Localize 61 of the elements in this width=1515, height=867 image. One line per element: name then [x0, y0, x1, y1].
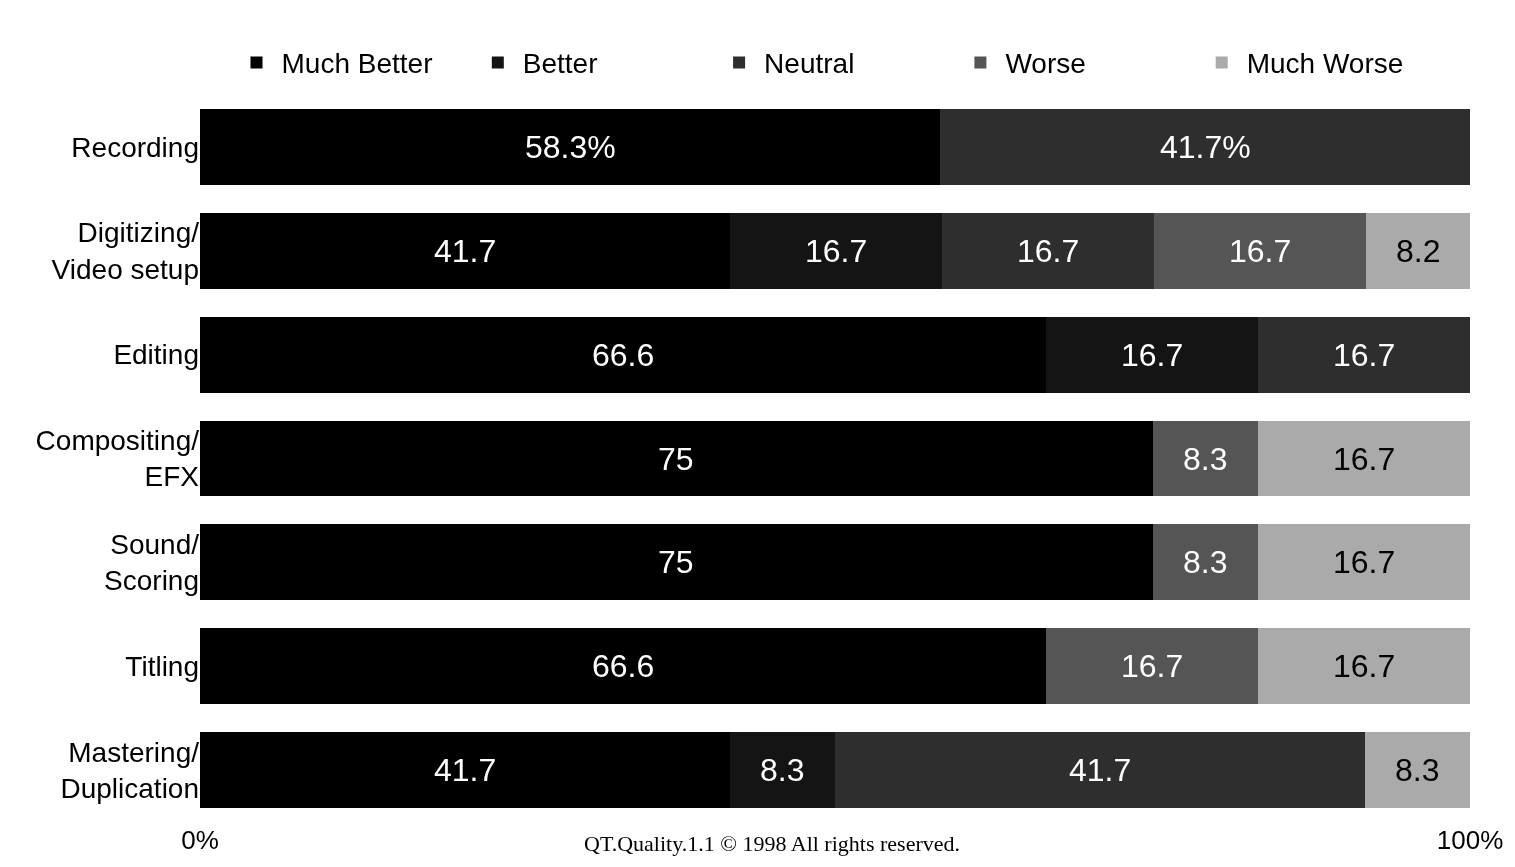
bar — [200, 628, 1046, 705]
legend-label: Much Better — [281, 48, 433, 80]
y-tick-label: Compositing/EFX — [35, 425, 200, 493]
bar — [200, 212, 730, 289]
data-label: 16.7 — [1333, 648, 1396, 684]
bar — [941, 212, 1154, 289]
bar — [200, 420, 1153, 497]
data-label: 16.7 — [1333, 544, 1396, 580]
data-label: 8.3 — [1183, 441, 1228, 477]
bar — [200, 109, 941, 185]
bar — [200, 316, 1046, 393]
data-label: 75 — [658, 544, 694, 580]
bar — [940, 109, 1470, 185]
legend-label: Better — [522, 48, 598, 80]
data-label: 41.7 — [434, 752, 497, 788]
y-tick-label: Titling — [125, 651, 199, 683]
data-label: 16.7 — [1121, 337, 1184, 373]
text: QT.Quality.1.1 © 1998 All rights reserved. — [584, 831, 960, 856]
legend-label: Neutral — [764, 48, 855, 80]
y-tick-label: Mastering/Duplication — [60, 736, 200, 805]
bar — [1257, 628, 1470, 705]
y-tick-label: Digitizing/Video setup — [51, 217, 200, 285]
data-label: 8.3 — [760, 752, 805, 788]
x-tick-label: 100% — [1436, 825, 1504, 855]
bar — [835, 732, 1365, 808]
data-label: 16.7 — [1229, 233, 1292, 269]
data-label: 75 — [658, 441, 694, 477]
legend-label: Worse — [1005, 48, 1086, 80]
data-label: 8.3 — [1395, 752, 1440, 788]
y-tick-label: Sound/Scoring — [104, 528, 200, 597]
y-tick-label: Recording — [71, 131, 199, 163]
bar — [200, 524, 1153, 601]
bar — [1153, 212, 1366, 289]
data-label: 16.7 — [1333, 337, 1396, 373]
data-label: 66.6 — [592, 337, 655, 373]
data-label: 41.7 — [1069, 752, 1132, 788]
data-label: 66.6 — [592, 648, 655, 684]
data-label: 16.7 — [1017, 233, 1080, 269]
bar — [1257, 316, 1470, 393]
bar — [729, 212, 942, 289]
bar — [1365, 212, 1470, 289]
bar — [729, 732, 835, 808]
data-label: 41.7% — [1160, 129, 1251, 165]
bar — [1364, 732, 1470, 808]
data-label: 8.2 — [1396, 233, 1441, 269]
bar — [1152, 420, 1258, 497]
bar — [1152, 524, 1258, 601]
data-label: 58.3% — [525, 129, 616, 165]
data-label: 8.3 — [1183, 544, 1228, 580]
data-label: 16.7 — [1333, 441, 1396, 477]
y-tick-label: Editing — [113, 339, 199, 371]
bar — [200, 732, 730, 808]
bar — [1257, 420, 1470, 497]
bar — [1257, 524, 1470, 601]
data-label: 41.7 — [434, 233, 497, 269]
bar — [1045, 628, 1258, 705]
bar — [1045, 316, 1258, 393]
x-tick-label: 0% — [181, 825, 219, 855]
data-label: 16.7 — [1121, 648, 1184, 684]
data-label: 16.7 — [805, 233, 868, 269]
legend-label: Much Worse — [1246, 48, 1404, 80]
